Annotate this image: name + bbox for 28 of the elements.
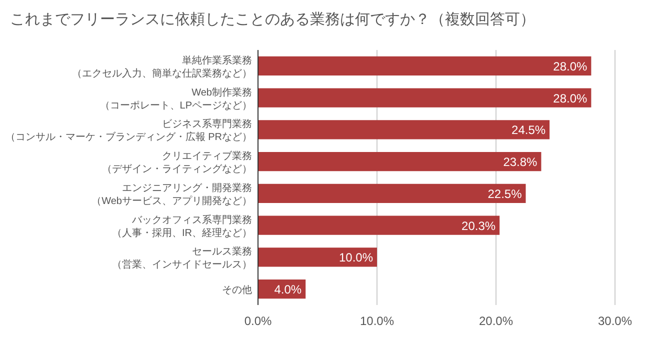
bar (258, 56, 592, 76)
y-tick-label: エンジニアリング・開発業務（Webサービス、アプリ開発など） (92, 182, 252, 207)
bar (258, 88, 592, 108)
bar (258, 152, 542, 172)
data-label: 28.0% (553, 59, 588, 74)
x-tick-label: 30.0% (598, 314, 632, 328)
bar (258, 184, 526, 203)
data-label: 24.5% (512, 123, 546, 138)
x-tick-label: 10.0% (360, 314, 394, 328)
data-label: 23.8% (503, 155, 538, 170)
y-tick-label: バックオフィス系専門業務（人事・採用、IR、経理など） (112, 214, 252, 239)
chart-title: これまでフリーランスに依頼したことのある業務は何ですか？（複数回答可） (10, 11, 535, 28)
y-tick-label: セールス業務（営業、インサイドセールス） (112, 246, 252, 271)
data-label: 22.5% (488, 186, 522, 201)
data-label: 28.0% (553, 91, 588, 106)
data-label: 10.0% (338, 250, 374, 265)
y-tick-label: ビジネス系専門業務（コンサル・マーケ・ブランディング・広報 PRなど） (5, 118, 252, 144)
bar (258, 216, 500, 235)
y-tick-label: クリエイティブ業務（デザイン・ライティングなど） (102, 150, 252, 176)
bar (258, 248, 377, 267)
data-label: 4.0% (274, 282, 302, 297)
x-tick-label: 0.0% (244, 314, 272, 328)
x-tick-label: 20.0% (478, 314, 514, 328)
y-tick-label: 単純作業系業務（エクセル入力、簡単な仕訳業務など） (72, 54, 252, 80)
y-tick-label: Web制作業務（コーポレート、LPページなど） (100, 86, 252, 112)
y-tick-label: その他 (222, 284, 252, 296)
bar (258, 120, 550, 140)
data-label: 20.3% (462, 218, 496, 233)
